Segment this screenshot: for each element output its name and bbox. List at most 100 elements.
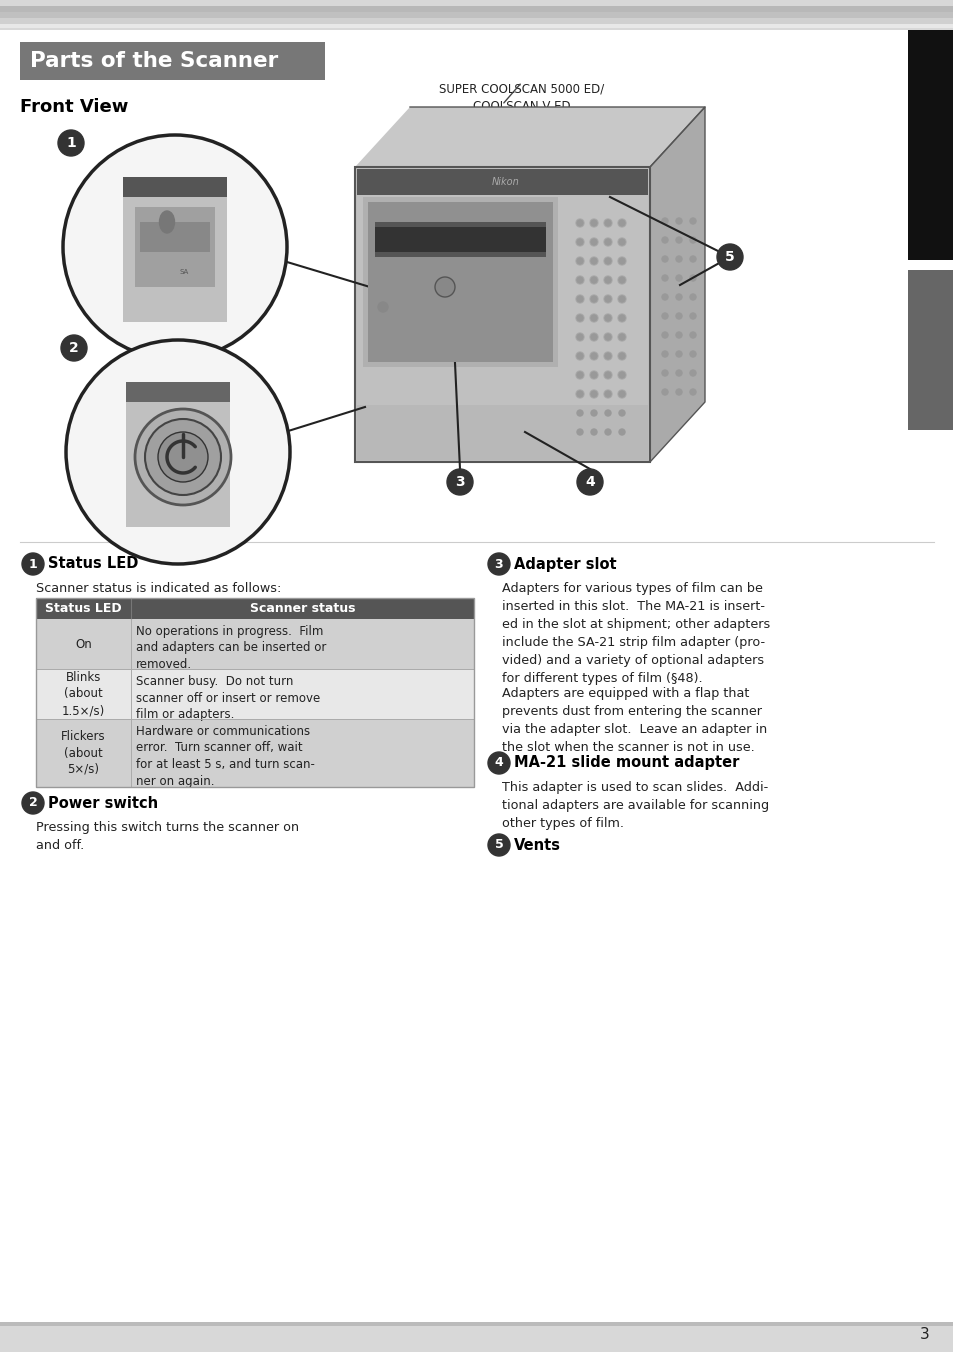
Text: Power switch: Power switch bbox=[48, 795, 158, 810]
Text: Flickers
(about
5×/s): Flickers (about 5×/s) bbox=[61, 730, 106, 776]
Circle shape bbox=[589, 429, 598, 435]
Bar bbox=[0, 1324, 953, 1352]
Circle shape bbox=[676, 274, 681, 281]
Circle shape bbox=[618, 296, 624, 301]
Text: SA: SA bbox=[180, 269, 189, 274]
Text: Hardware or communications
error.  Turn scanner off, wait
for at least 5 s, and : Hardware or communications error. Turn s… bbox=[136, 725, 314, 787]
Circle shape bbox=[661, 352, 667, 357]
Circle shape bbox=[618, 315, 624, 320]
Circle shape bbox=[603, 219, 612, 227]
Circle shape bbox=[603, 352, 612, 360]
Text: Adapter slot: Adapter slot bbox=[514, 557, 616, 572]
Text: 3: 3 bbox=[455, 475, 464, 489]
Circle shape bbox=[603, 295, 612, 303]
Circle shape bbox=[618, 277, 624, 283]
Bar bbox=[126, 383, 230, 402]
Text: No operations in progress.  Film
and adapters can be inserted or
removed.: No operations in progress. Film and adap… bbox=[136, 625, 326, 671]
Text: Status LED: Status LED bbox=[48, 557, 138, 572]
Circle shape bbox=[661, 218, 667, 224]
Text: Scanner busy.  Do not turn
scanner off or insert or remove
film or adapters.: Scanner busy. Do not turn scanner off or… bbox=[136, 675, 320, 721]
Text: MA-21 slide mount adapter: MA-21 slide mount adapter bbox=[514, 756, 739, 771]
Circle shape bbox=[676, 370, 681, 376]
Circle shape bbox=[590, 334, 597, 339]
Bar bbox=[36, 619, 474, 669]
Circle shape bbox=[145, 419, 221, 495]
Text: 2: 2 bbox=[69, 341, 79, 356]
Circle shape bbox=[618, 314, 625, 322]
Circle shape bbox=[577, 315, 582, 320]
Circle shape bbox=[661, 274, 667, 281]
Bar bbox=[123, 177, 227, 322]
Circle shape bbox=[589, 276, 598, 284]
Text: Status LED: Status LED bbox=[45, 602, 122, 615]
Circle shape bbox=[689, 333, 696, 338]
Circle shape bbox=[676, 256, 681, 262]
Polygon shape bbox=[649, 107, 704, 462]
Circle shape bbox=[590, 239, 597, 245]
Circle shape bbox=[576, 257, 583, 265]
Circle shape bbox=[661, 389, 667, 395]
Circle shape bbox=[676, 314, 681, 319]
Circle shape bbox=[618, 352, 625, 360]
Circle shape bbox=[576, 410, 583, 416]
Circle shape bbox=[618, 295, 625, 303]
FancyBboxPatch shape bbox=[355, 168, 649, 462]
Circle shape bbox=[577, 258, 582, 264]
Circle shape bbox=[604, 334, 610, 339]
Circle shape bbox=[589, 333, 598, 341]
Circle shape bbox=[589, 370, 598, 379]
Ellipse shape bbox=[159, 211, 174, 233]
Circle shape bbox=[618, 276, 625, 284]
Circle shape bbox=[661, 333, 667, 338]
Circle shape bbox=[135, 410, 231, 506]
Circle shape bbox=[577, 353, 582, 360]
Circle shape bbox=[589, 257, 598, 265]
Circle shape bbox=[576, 352, 583, 360]
Circle shape bbox=[603, 276, 612, 284]
Circle shape bbox=[676, 389, 681, 395]
Circle shape bbox=[618, 389, 625, 397]
Circle shape bbox=[618, 370, 625, 379]
Text: SUPER COOLSCAN 5000 ED/
COOLSCAN V ED: SUPER COOLSCAN 5000 ED/ COOLSCAN V ED bbox=[439, 82, 604, 114]
Circle shape bbox=[603, 370, 612, 379]
Text: 4: 4 bbox=[494, 757, 503, 769]
Text: 3: 3 bbox=[495, 557, 503, 571]
Bar bbox=[356, 169, 647, 195]
Circle shape bbox=[590, 410, 597, 416]
Circle shape bbox=[488, 553, 510, 575]
Bar bbox=[0, 18, 953, 24]
Circle shape bbox=[689, 370, 696, 376]
Circle shape bbox=[435, 277, 455, 297]
Circle shape bbox=[661, 314, 667, 319]
Circle shape bbox=[589, 389, 598, 397]
Circle shape bbox=[576, 276, 583, 284]
Bar bbox=[0, 0, 953, 30]
Circle shape bbox=[61, 335, 87, 361]
Circle shape bbox=[590, 315, 597, 320]
Circle shape bbox=[589, 219, 598, 227]
Text: 1: 1 bbox=[29, 557, 37, 571]
Circle shape bbox=[589, 352, 598, 360]
Circle shape bbox=[589, 410, 598, 416]
Circle shape bbox=[589, 314, 598, 322]
Bar bbox=[0, 1322, 953, 1326]
Ellipse shape bbox=[63, 135, 287, 360]
Bar bbox=[356, 406, 647, 460]
Circle shape bbox=[618, 334, 624, 339]
Bar bbox=[0, 22, 953, 28]
Circle shape bbox=[689, 293, 696, 300]
Circle shape bbox=[576, 370, 583, 379]
Circle shape bbox=[590, 220, 597, 226]
Circle shape bbox=[689, 274, 696, 281]
Circle shape bbox=[689, 389, 696, 395]
Circle shape bbox=[676, 237, 681, 243]
Text: On: On bbox=[75, 638, 91, 650]
Circle shape bbox=[590, 296, 597, 301]
Text: Blinks
(about
1.5×/s): Blinks (about 1.5×/s) bbox=[62, 671, 105, 717]
Circle shape bbox=[717, 243, 742, 270]
Circle shape bbox=[603, 429, 612, 435]
Circle shape bbox=[676, 218, 681, 224]
Bar bbox=[375, 227, 545, 251]
Text: 5: 5 bbox=[494, 838, 503, 852]
Circle shape bbox=[158, 433, 208, 483]
